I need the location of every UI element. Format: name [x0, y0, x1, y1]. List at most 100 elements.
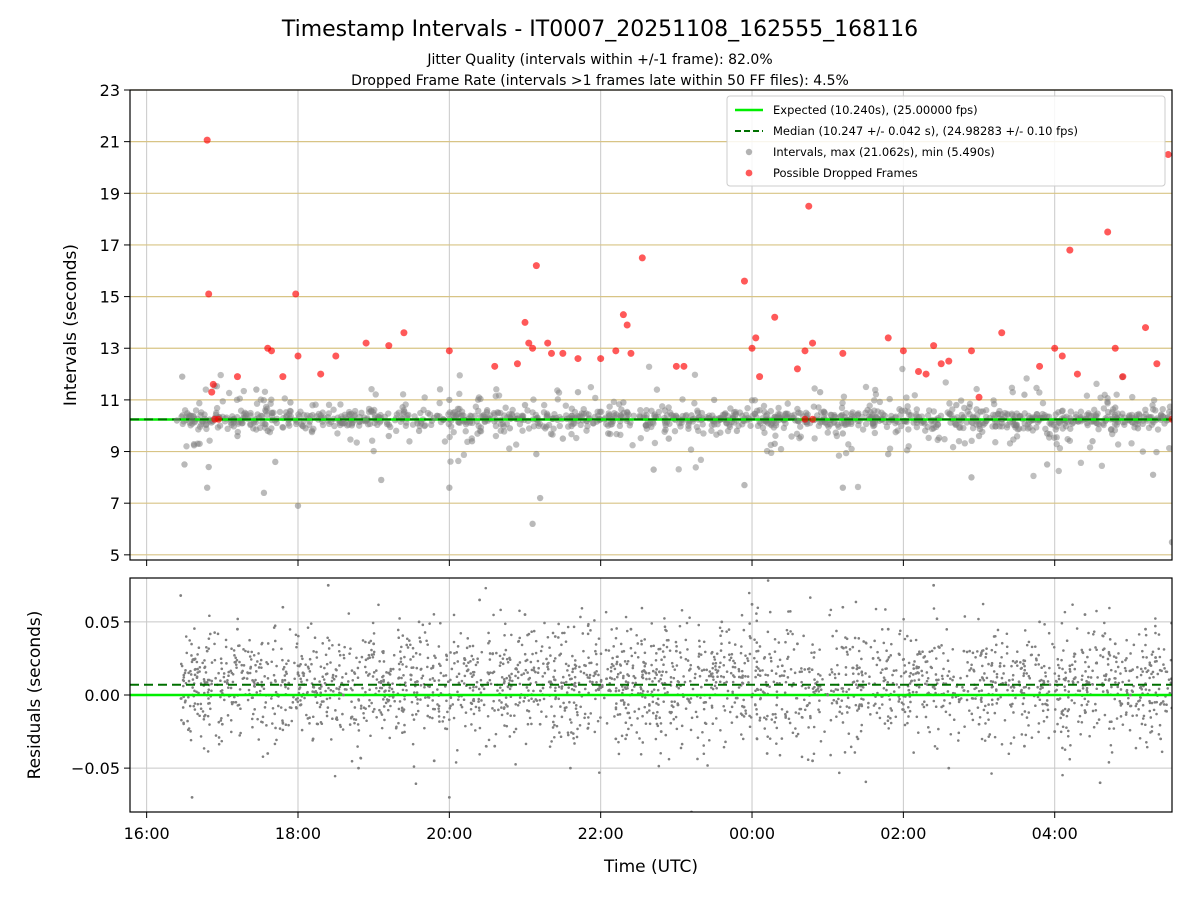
residual-point: [326, 583, 330, 587]
residual-point: [514, 727, 518, 731]
residual-point: [725, 670, 729, 673]
dropped-frame-point: [623, 321, 631, 329]
residual-point: [569, 677, 572, 681]
residual-point: [1023, 629, 1027, 632]
residual-point: [831, 634, 834, 638]
residual-point: [226, 686, 230, 689]
residual-point: [296, 671, 300, 674]
interval-point: [903, 394, 910, 401]
residual-point: [658, 670, 661, 673]
residual-point: [902, 617, 905, 621]
residual-point: [846, 711, 849, 714]
residual-point: [226, 678, 229, 682]
residual-point: [756, 649, 760, 653]
residual-point: [497, 708, 500, 712]
residual-point: [338, 685, 342, 689]
dropped-frame-point: [525, 339, 533, 347]
residual-point: [256, 660, 259, 663]
residual-point: [748, 725, 752, 729]
interval-point: [968, 474, 975, 481]
residual-point: [436, 688, 439, 691]
residual-point: [1141, 649, 1144, 653]
interval-point: [195, 426, 202, 433]
residual-point: [567, 664, 570, 668]
interval-point: [862, 383, 870, 391]
residual-point: [565, 691, 569, 694]
residual-point: [540, 710, 543, 713]
residual-point: [926, 677, 930, 680]
residual-point: [1150, 653, 1154, 656]
interval-point: [813, 412, 821, 419]
residual-point: [409, 673, 412, 677]
residual-point: [942, 667, 945, 671]
residual-point: [423, 685, 426, 689]
residual-point: [474, 685, 478, 689]
residual-point: [244, 649, 247, 653]
residual-point: [1068, 664, 1072, 668]
residual-point: [562, 681, 566, 685]
residual-point: [675, 664, 679, 667]
residual-point: [1103, 647, 1106, 650]
interval-point: [368, 385, 375, 393]
residual-point: [987, 718, 990, 721]
residual-point: [724, 740, 727, 744]
residual-point: [453, 651, 456, 655]
residual-point: [199, 702, 203, 706]
interval-point: [768, 449, 775, 457]
residual-point: [808, 670, 811, 674]
residual-point: [946, 674, 949, 678]
dropped-frame-point: [317, 370, 325, 378]
residual-point: [183, 700, 187, 704]
residual-point: [505, 724, 509, 728]
residual-point: [1027, 711, 1031, 714]
residual-point: [414, 713, 418, 716]
chart-title: Timestamp Intervals - IT0007_20251108_16…: [281, 17, 918, 42]
residual-point: [920, 669, 924, 673]
residual-point: [568, 700, 571, 704]
residual-point: [1137, 633, 1141, 636]
residual-point: [514, 667, 517, 671]
interval-point: [1066, 414, 1074, 422]
dropped-frame-point: [292, 290, 300, 298]
residual-point: [911, 673, 915, 676]
residual-point: [337, 643, 341, 647]
residual-point: [470, 654, 474, 658]
residual-point: [930, 649, 934, 653]
residual-point: [683, 680, 687, 684]
residual-point: [400, 676, 403, 680]
interval-point: [910, 419, 917, 426]
residual-point: [379, 681, 383, 685]
residual-point: [320, 722, 324, 726]
interval-point: [732, 410, 740, 418]
residual-point: [1144, 723, 1147, 727]
residual-point: [546, 667, 550, 671]
residual-point: [310, 662, 313, 666]
residual-point: [624, 615, 628, 619]
residual-point: [518, 661, 522, 664]
residual-point: [356, 723, 360, 726]
interval-point: [869, 420, 876, 427]
dropped-frame-point: [205, 290, 213, 298]
residual-point: [840, 687, 844, 690]
residual-point: [669, 676, 673, 679]
interval-point: [568, 412, 575, 420]
residual-point: [933, 687, 937, 691]
residual-point: [994, 643, 998, 647]
residual-point: [321, 642, 325, 645]
residual-point: [711, 722, 715, 726]
residual-point: [810, 668, 814, 672]
residual-point: [356, 676, 360, 680]
residual-point: [1072, 677, 1076, 681]
residual-point: [313, 677, 317, 681]
interval-point: [840, 393, 848, 400]
residual-point: [1024, 685, 1027, 689]
residual-point: [1117, 681, 1121, 685]
residual-point: [780, 664, 784, 668]
interval-point: [1023, 375, 1030, 382]
residual-point: [326, 636, 329, 640]
dropped-frame-point: [445, 347, 453, 355]
residual-point: [763, 727, 767, 730]
residual-point: [654, 671, 657, 674]
residual-point: [265, 661, 268, 664]
residual-point: [627, 703, 630, 706]
